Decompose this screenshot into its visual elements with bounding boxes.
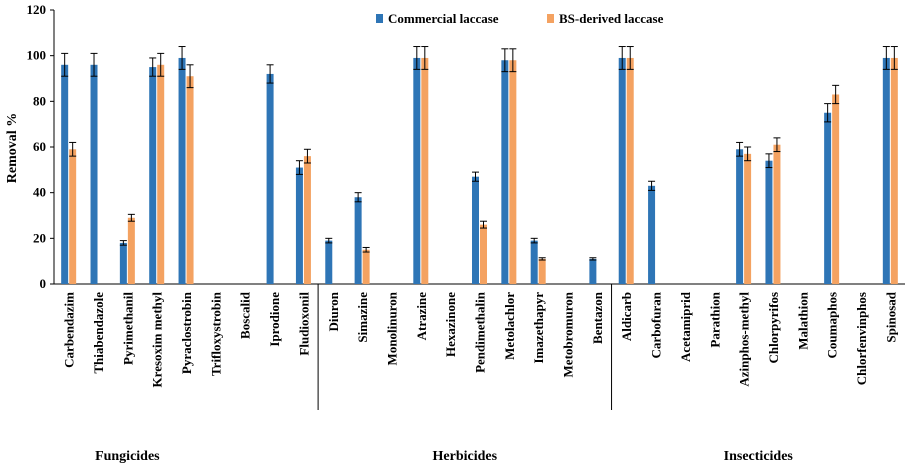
bar-commercial-laccase-diuron xyxy=(325,240,333,284)
bar-commercial-laccase-carbofuran xyxy=(648,185,656,284)
bar-bs-derived-laccase-fludioxonil xyxy=(303,156,311,284)
bars xyxy=(61,57,898,285)
x-label-parathion: Parathion xyxy=(707,291,722,347)
group-label-fungicides: Fungicides xyxy=(95,449,160,464)
bar-commercial-laccase-pyrimethanil xyxy=(119,242,127,284)
x-label-malathion: Malathion xyxy=(795,291,810,350)
x-label-metobromuron: Metobromuron xyxy=(561,291,576,377)
x-axis-labels: Carbendazim Thiabendazole Pyrimethanil Kres… xyxy=(62,291,899,387)
y-tick-label: 40 xyxy=(33,185,46,200)
x-label-azinphos-methyl: Azinphos-methyl xyxy=(737,292,752,387)
category-groups: Fungicides Herbicides Insecticides xyxy=(95,284,793,464)
bar-commercial-laccase-spinosad xyxy=(882,57,890,285)
legend-swatch-bs-derived-laccase xyxy=(547,14,554,23)
x-label-atrazine: Atrazine xyxy=(414,292,429,341)
legend-swatch-commercial-laccase xyxy=(376,14,383,23)
group-label-herbicides: Herbicides xyxy=(433,449,498,464)
bar-commercial-laccase-imazethapyr xyxy=(530,240,538,284)
x-label-pyrimethanil: Pyrimethanil xyxy=(120,292,135,365)
bar-bs-derived-laccase-carbendazim xyxy=(69,149,77,284)
bar-commercial-laccase-fludioxonil xyxy=(295,167,303,284)
y-tick-label: 80 xyxy=(33,93,46,108)
y-tick-label: 20 xyxy=(33,230,46,245)
x-label-iprodione: Iprodione xyxy=(267,292,282,347)
x-label-chlorpyrifos: Chlorpyrifos xyxy=(766,292,781,364)
bar-commercial-laccase-coumaphos xyxy=(824,112,832,284)
legend: Commercial laccase BS-derived laccase xyxy=(376,11,664,26)
x-label-simazine: Simazine xyxy=(355,292,370,343)
y-tick-label: 60 xyxy=(33,139,46,154)
y-axis-title: Removal % xyxy=(5,113,20,183)
bar-bs-derived-laccase-spinosad xyxy=(890,57,898,285)
bar-commercial-laccase-thiabendazole xyxy=(90,64,98,284)
x-label-fludioxonil: Fludioxonil xyxy=(296,292,311,356)
y-tick-label: 0 xyxy=(40,276,47,291)
x-label-carbendazim: Carbendazim xyxy=(62,292,77,368)
x-label-diuron: Diuron xyxy=(326,291,341,331)
bar-bs-derived-laccase-azinphos-methyl xyxy=(744,153,752,284)
x-label-chlorfenvinphos: Chlorfenvinphos xyxy=(854,292,869,385)
legend-label-commercial-laccase: Commercial laccase xyxy=(388,11,499,26)
bar-bs-derived-laccase-metolachlor xyxy=(509,60,517,284)
bar-commercial-laccase-iprodione xyxy=(266,73,274,284)
x-label-trifloxystrobin: Trifloxystrobin xyxy=(208,291,223,376)
y-tick-label: 100 xyxy=(27,48,47,63)
x-label-aldicarb: Aldicarb xyxy=(619,292,634,341)
bar-commercial-laccase-azinphos-methyl xyxy=(736,149,744,284)
x-label-carbofuran: Carbofuran xyxy=(649,291,664,358)
y-tick-label: 120 xyxy=(27,2,47,17)
bar-bs-derived-laccase-coumaphos xyxy=(832,94,840,284)
group-label-insecticides: Insecticides xyxy=(724,449,794,464)
bar-bs-derived-laccase-chlorpyrifos xyxy=(773,144,781,284)
bar-bs-derived-laccase-kresoxim-methyl xyxy=(157,64,165,284)
x-label-acetamiprid: Acetamiprid xyxy=(678,291,693,362)
x-label-thiabendazole: Thiabendazole xyxy=(91,292,106,374)
bar-bs-derived-laccase-pendimethalin xyxy=(480,224,487,284)
x-label-coumaphos: Coumaphos xyxy=(825,292,840,358)
y-axis: 0 20 40 60 80 100 120 xyxy=(27,2,905,291)
x-label-imazethapyr: Imazethapyr xyxy=(531,292,546,364)
x-label-kresoxim-methyl: Kresoxim methyl xyxy=(150,292,165,388)
x-label-bentazon: Bentazon xyxy=(590,291,605,344)
x-label-spinosad: Spinosad xyxy=(883,291,898,342)
bar-commercial-laccase-aldicarb xyxy=(618,57,626,285)
bar-commercial-laccase-simazine xyxy=(354,197,362,284)
bar-commercial-laccase-kresoxim-methyl xyxy=(149,67,157,284)
error-bars xyxy=(61,46,898,261)
bar-bs-derived-laccase-aldicarb xyxy=(626,57,634,285)
x-label-pendimethalin: Pendimethalin xyxy=(473,291,488,373)
bar-bs-derived-laccase-simazine xyxy=(362,249,370,284)
bar-commercial-laccase-bentazon xyxy=(589,258,597,284)
bar-commercial-laccase-pyraclostrobin xyxy=(178,57,186,285)
bar-commercial-laccase-atrazine xyxy=(413,57,421,285)
legend-label-bs-derived-laccase: BS-derived laccase xyxy=(559,11,664,26)
bar-bs-derived-laccase-imazethapyr xyxy=(538,258,546,284)
x-label-boscalid: Boscalid xyxy=(238,291,253,339)
x-label-pyraclostrobin: Pyraclostrobin xyxy=(179,291,194,374)
bar-bs-derived-laccase-atrazine xyxy=(421,57,429,285)
bar-bs-derived-laccase-pyrimethanil xyxy=(127,217,135,284)
bar-commercial-laccase-carbendazim xyxy=(61,64,69,284)
bar-commercial-laccase-pendimethalin xyxy=(472,176,479,284)
bar-bs-derived-laccase-pyraclostrobin xyxy=(186,76,194,284)
x-label-monolinuron: Monolinuron xyxy=(384,291,399,365)
bar-commercial-laccase-metolachlor xyxy=(501,60,509,284)
x-label-metolachlor: Metolachlor xyxy=(502,292,517,360)
bar-commercial-laccase-chlorpyrifos xyxy=(765,160,773,284)
x-label-hexazinone: Hexazinone xyxy=(443,292,458,357)
